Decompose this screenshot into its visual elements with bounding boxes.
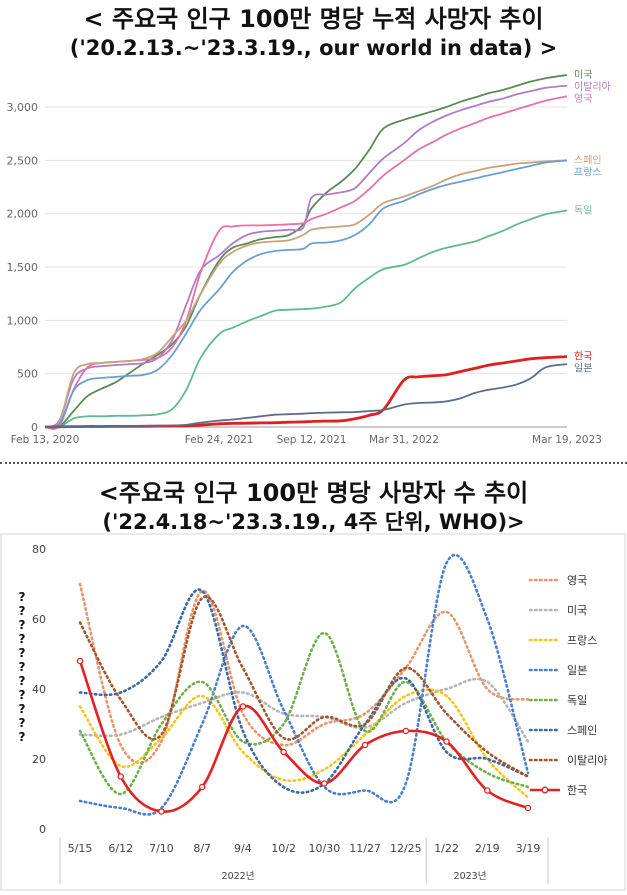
series-line-일본 <box>44 363 568 428</box>
series-line-미국 <box>44 74 568 429</box>
legend-label: 영국 <box>567 574 587 587</box>
series-line-프랑스 <box>78 688 530 799</box>
y-tick-label: 1,000 <box>7 314 39 327</box>
x-tick-label: 10/2 <box>271 842 296 855</box>
series-line-스페인 <box>78 588 530 794</box>
x-tick-label: 10/30 <box>309 842 341 855</box>
chart2-subtitle: ('22.4.18~'23.3.19., 4주 단위, WHO)> <box>102 510 525 534</box>
y-axis-label-glyph: ? <box>19 730 26 744</box>
y-axis-label-glyph: ? <box>19 688 26 702</box>
chart1-subtitle: ('20.2.13.~'23.3.19., our world in data)… <box>69 36 558 60</box>
legend-label: 프랑스 <box>567 634 597 647</box>
y-axis-label-glyph: ? <box>19 632 26 646</box>
legend-label: 이탈리아 <box>567 754 607 767</box>
x-tick-label: 1/22 <box>434 842 459 855</box>
x-tick-label: 7/10 <box>149 842 174 855</box>
x-tick-label: 8/7 <box>193 842 211 855</box>
y-tick-label: 0 <box>39 823 46 836</box>
series-line-영국 <box>78 582 530 765</box>
y-axis-label-glyph: ? <box>19 702 26 716</box>
series-line-스페인 <box>44 159 568 429</box>
y-axis-label-glyph: ? <box>19 716 26 730</box>
y-tick-label: 1,500 <box>7 261 39 274</box>
y-axis-label-glyph: ? <box>19 674 26 688</box>
x-tick-label: Feb 24, 2021 <box>185 434 254 446</box>
x-tick-label: Sep 12, 2021 <box>277 434 347 446</box>
y-axis-label-glyph: ? <box>19 660 26 674</box>
x-tick-label: 6/12 <box>108 842 133 855</box>
series-marker <box>117 773 124 780</box>
legend-label: 독일 <box>567 693 587 707</box>
series-line-영국 <box>44 95 568 430</box>
year-label-2023: 2023년 <box>454 871 487 882</box>
plot-frame <box>0 533 626 891</box>
series-marker <box>524 804 532 812</box>
series-end-label: 미국 <box>574 69 592 81</box>
series-marker <box>443 738 450 745</box>
series-line-프랑스 <box>44 159 568 429</box>
legend-marker <box>541 786 549 794</box>
x-tick-label: 12/25 <box>390 842 422 855</box>
legend-label: 미국 <box>567 604 587 617</box>
y-axis-label-glyph: ? <box>19 646 26 660</box>
series-end-label: 한국 <box>574 351 592 363</box>
series-line-이탈리아 <box>44 84 568 428</box>
x-tick-label: 3/19 <box>516 842 541 855</box>
series-marker <box>361 741 369 749</box>
series-end-label: 영국 <box>574 93 592 105</box>
series-end-label: 독일 <box>574 204 592 216</box>
chart1-title: < 주요국 인구 100만 명당 누적 사망자 추이 <box>83 5 544 33</box>
series-marker <box>402 727 410 735</box>
legend-label: 한국 <box>567 784 587 797</box>
y-axis-label-glyph: ? <box>19 590 26 604</box>
y-tick-label: 0 <box>31 421 38 434</box>
series-line-일본 <box>78 553 530 816</box>
y-tick-label: 500 <box>17 368 38 381</box>
y-tick-label: 3,000 <box>7 101 39 114</box>
series-marker <box>239 703 247 710</box>
series-end-label: 프랑스 <box>574 166 602 178</box>
four-week-deaths-chart: 0 20 40 60 80??????????? 5/15 6/12 7/10 8/7 9/4 10… <box>0 533 626 891</box>
y-tick-label: 2,000 <box>7 208 39 221</box>
x-tick-label: 11/27 <box>349 842 381 855</box>
chart2-title: <주요국 인구 100만 명당 사망자 수 추이 <box>98 479 529 507</box>
y-tick-label: 20 <box>32 753 46 766</box>
series-line-미국 <box>78 677 530 743</box>
series-marker <box>76 657 84 665</box>
cumulative-deaths-chart: 0 500 1,000 1,500 2,000 2,500 3,000 Feb 13, 202… <box>7 69 611 446</box>
series-line-독일 <box>44 209 568 429</box>
series-marker <box>158 808 165 815</box>
x-tick-label: 9/4 <box>234 842 252 855</box>
y-tick-label: 80 <box>32 543 46 556</box>
section-divider <box>0 462 627 464</box>
legend-label: 스페인 <box>567 724 597 737</box>
year-label-2022: 2022년 <box>222 871 255 882</box>
y-tick-label: 2,500 <box>7 154 39 167</box>
series-marker <box>280 748 287 756</box>
y-tick-label: 40 <box>32 683 46 696</box>
series-end-label: 이탈리아 <box>574 80 611 93</box>
x-tick-label: Mar 31, 2022 <box>369 434 439 446</box>
x-tick-label: Mar 19, 2023 <box>532 434 602 446</box>
series-end-label: 스페인 <box>574 154 602 166</box>
series-end-label: 일본 <box>574 363 592 375</box>
y-axis-label-glyph: ? <box>19 604 26 618</box>
y-axis-label-glyph: ? <box>19 618 26 632</box>
x-tick-label: Feb 13, 2020 <box>11 434 80 446</box>
series-marker <box>484 787 491 794</box>
x-tick-label: 5/15 <box>68 842 93 855</box>
x-tick-label: 2/19 <box>475 842 500 855</box>
series-marker <box>321 780 328 787</box>
legend-label: 일본 <box>567 663 587 677</box>
series-marker <box>198 783 206 791</box>
y-tick-label: 60 <box>32 613 46 626</box>
series-line-이탈리아 <box>78 595 530 778</box>
